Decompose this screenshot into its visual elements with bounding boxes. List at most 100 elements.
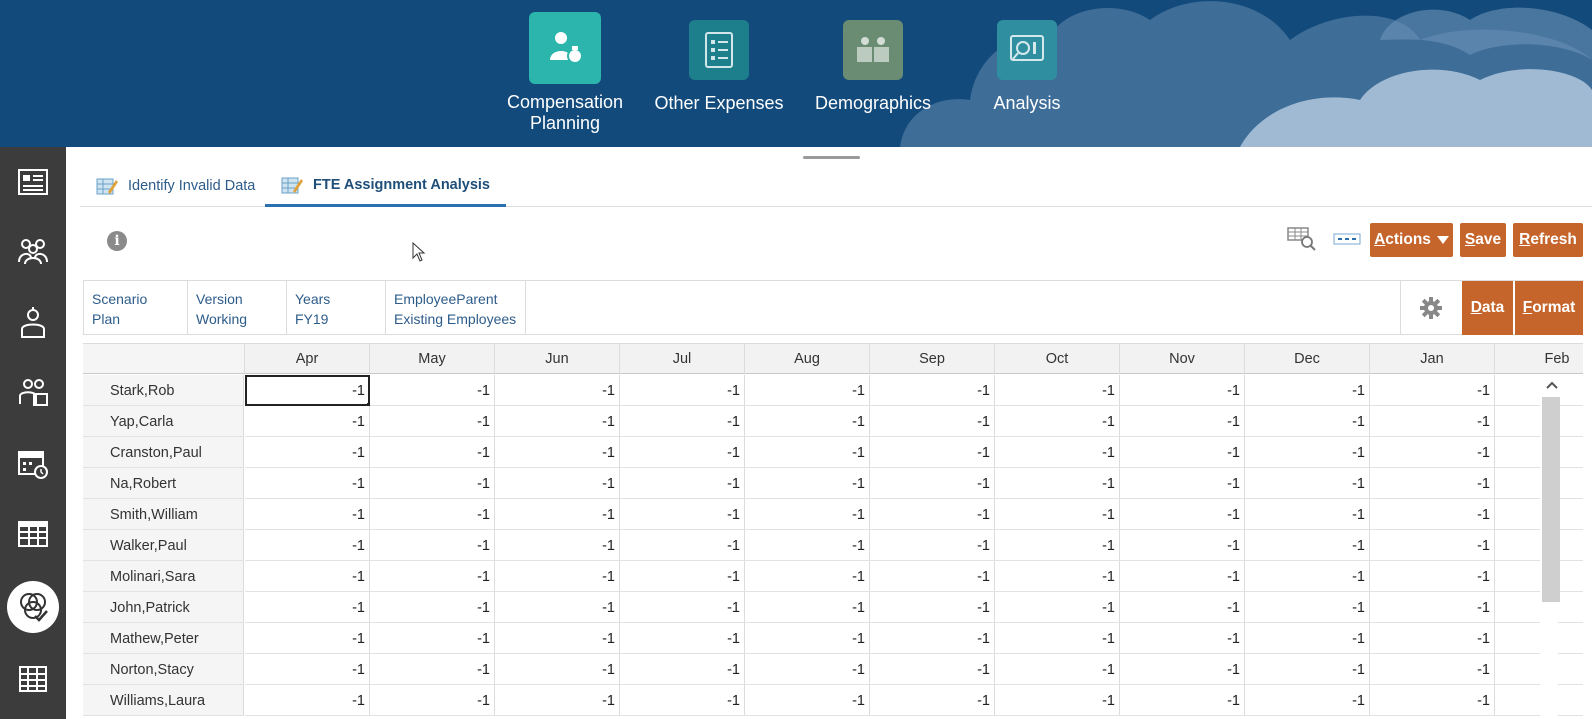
grid-cell[interactable]: -1 [745, 561, 870, 592]
grid-cell[interactable]: -1 [495, 530, 620, 561]
grid-cell[interactable]: -1 [245, 685, 370, 716]
grid-cell[interactable]: -1 [370, 468, 495, 499]
grid-cell[interactable]: -1 [745, 406, 870, 437]
grid-cell[interactable]: -1 [620, 685, 745, 716]
nav-card-other-expenses[interactable]: Other Expenses [654, 20, 784, 114]
grid-cell[interactable]: -1 [995, 592, 1120, 623]
grid-cell[interactable]: -1 [1370, 654, 1495, 685]
grid-cell[interactable]: -1 [1120, 499, 1245, 530]
grid-cell[interactable] [1495, 685, 1583, 716]
grid-cell[interactable]: -1 [995, 468, 1120, 499]
grid-cell[interactable]: -1 [1245, 530, 1370, 561]
row-header[interactable]: Cranston,Paul [83, 437, 244, 468]
grid-cell[interactable]: -1 [1245, 468, 1370, 499]
panel-splitter[interactable] [803, 156, 860, 159]
column-header[interactable]: Sep [870, 344, 995, 374]
grid-cell[interactable]: -1 [495, 468, 620, 499]
rail-data-analysis[interactable] [0, 580, 66, 634]
rail-calendar[interactable] [0, 437, 66, 491]
grid-cell[interactable]: -1 [1120, 592, 1245, 623]
grid-cell[interactable]: -1 [870, 623, 995, 654]
grid-cell[interactable]: -1 [620, 561, 745, 592]
grid-cell[interactable]: -1 [1370, 406, 1495, 437]
grid-cell[interactable]: -1 [1370, 499, 1495, 530]
grid-cell[interactable]: -1 [995, 406, 1120, 437]
grid-cell[interactable]: -1 [1370, 375, 1495, 406]
grid-cell[interactable] [1495, 623, 1583, 654]
grid-cell[interactable]: -1 [1120, 685, 1245, 716]
grid-cell[interactable]: -1 [370, 623, 495, 654]
nav-card-analysis[interactable]: Analysis [962, 20, 1092, 114]
grid-cell[interactable]: -1 [995, 375, 1120, 406]
grid-cell[interactable]: -1 [245, 530, 370, 561]
selected-cell[interactable]: -1 [245, 375, 370, 406]
grid-cell[interactable] [1495, 406, 1583, 437]
rail-workforce[interactable] [0, 365, 66, 419]
row-header[interactable]: Stark,Rob [83, 375, 244, 406]
vertical-scrollbar[interactable] [1540, 375, 1560, 719]
grid-cell[interactable]: -1 [870, 406, 995, 437]
grid-cell[interactable]: -1 [995, 499, 1120, 530]
grid-cell[interactable]: -1 [495, 654, 620, 685]
grid-cell[interactable]: -1 [745, 623, 870, 654]
grid-cell[interactable]: -1 [870, 499, 995, 530]
grid-cell[interactable]: -1 [745, 499, 870, 530]
grid-cell[interactable]: -1 [745, 437, 870, 468]
grid-cell[interactable]: -1 [1245, 437, 1370, 468]
grid-cell[interactable]: -1 [1370, 685, 1495, 716]
grid-cell[interactable]: -1 [1370, 561, 1495, 592]
grid-cell[interactable]: -1 [495, 592, 620, 623]
pov-employee-parent[interactable]: EmployeeParent Existing Employees [386, 281, 526, 334]
grid-cell[interactable]: -1 [1245, 561, 1370, 592]
tab-fte-assignment-analysis[interactable]: FTE Assignment Analysis [265, 165, 506, 207]
grid-cell[interactable]: -1 [745, 375, 870, 406]
grid-cell[interactable]: -1 [745, 685, 870, 716]
column-header[interactable]: Dec [1245, 344, 1370, 374]
row-header[interactable]: Norton,Stacy [83, 654, 244, 685]
grid-cell[interactable]: -1 [620, 623, 745, 654]
column-header[interactable]: Aug [745, 344, 870, 374]
grid-cell[interactable]: -1 [620, 375, 745, 406]
refresh-button[interactable]: Refresh [1513, 223, 1583, 257]
grid-cell[interactable]: -1 [370, 685, 495, 716]
grid-cell[interactable]: -1 [745, 468, 870, 499]
grid-cell[interactable] [1495, 437, 1583, 468]
row-header[interactable]: Smith,William [83, 499, 244, 530]
grid-cell[interactable]: -1 [1245, 685, 1370, 716]
grid-cell[interactable]: -1 [995, 530, 1120, 561]
grid-cell[interactable]: -1 [870, 685, 995, 716]
grid-cell[interactable]: -1 [870, 437, 995, 468]
grid-cell[interactable]: -1 [245, 561, 370, 592]
grid-cell[interactable]: -1 [1245, 654, 1370, 685]
data-button[interactable]: Data [1462, 281, 1513, 335]
grid-cell[interactable]: -1 [1245, 623, 1370, 654]
info-icon[interactable]: i [107, 231, 127, 251]
rail-dashboard[interactable] [0, 155, 66, 209]
grid-cell[interactable] [1495, 530, 1583, 561]
grid-cell[interactable]: -1 [620, 437, 745, 468]
row-header[interactable]: Walker,Paul [83, 530, 244, 561]
column-header[interactable]: Jul [620, 344, 745, 374]
grid-cell[interactable]: -1 [745, 592, 870, 623]
grid-cell[interactable]: -1 [495, 561, 620, 592]
grid-cell[interactable]: -1 [1245, 406, 1370, 437]
grid-cell[interactable]: -1 [1120, 623, 1245, 654]
column-header[interactable]: Jun [495, 344, 620, 374]
grid-cell[interactable]: -1 [495, 437, 620, 468]
grid-cell[interactable]: -1 [245, 468, 370, 499]
grid-cell[interactable]: -1 [1120, 530, 1245, 561]
grid-cell[interactable] [1495, 592, 1583, 623]
grid-cell[interactable] [1495, 375, 1583, 406]
grid-cell[interactable]: -1 [620, 654, 745, 685]
grid-cell[interactable]: -1 [245, 499, 370, 530]
search-grid-icon[interactable] [1286, 224, 1318, 254]
pov-settings[interactable] [1400, 280, 1460, 335]
grid-cell[interactable]: -1 [495, 623, 620, 654]
rail-person[interactable] [0, 295, 66, 349]
pov-scenario[interactable]: Scenario Plan [84, 281, 188, 334]
grid-cell[interactable]: -1 [1245, 375, 1370, 406]
row-header[interactable]: Williams,Laura [83, 685, 244, 716]
grid-cell[interactable]: -1 [745, 654, 870, 685]
chevron-up-icon[interactable] [1546, 381, 1558, 389]
column-header[interactable]: Nov [1120, 344, 1245, 374]
